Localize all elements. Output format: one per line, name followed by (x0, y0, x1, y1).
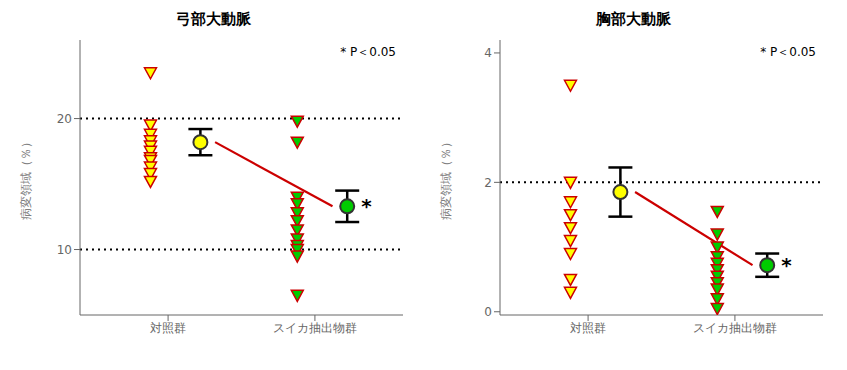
svg-text:対照群: 対照群 (150, 321, 186, 335)
svg-text:4: 4 (484, 46, 492, 60)
svg-text:スイカ抽出物群: スイカ抽出物群 (273, 321, 357, 335)
svg-text:対照群: 対照群 (570, 321, 606, 335)
svg-text:2: 2 (484, 176, 492, 190)
html-text:弓部大動脈: 弓部大動脈 (175, 10, 251, 28)
svg-text:10: 10 (57, 243, 72, 257)
svg-text:20: 20 (57, 112, 72, 126)
svg-text:0: 0 (484, 305, 492, 319)
html-text:* P＜0.05: * P＜0.05 (340, 45, 396, 59)
svg-text:病変領域（％）: 病変領域（％） (439, 136, 453, 220)
svg-text:病変領域（％）: 病変領域（％） (19, 136, 33, 220)
html-text:胸部大動脈: 胸部大動脈 (595, 10, 671, 28)
svg-text:スイカ抽出物群: スイカ抽出物群 (693, 321, 777, 335)
svg-text:*: * (781, 253, 792, 277)
html-text:* P＜0.05: * P＜0.05 (760, 45, 816, 59)
svg-text:*: * (361, 194, 372, 218)
